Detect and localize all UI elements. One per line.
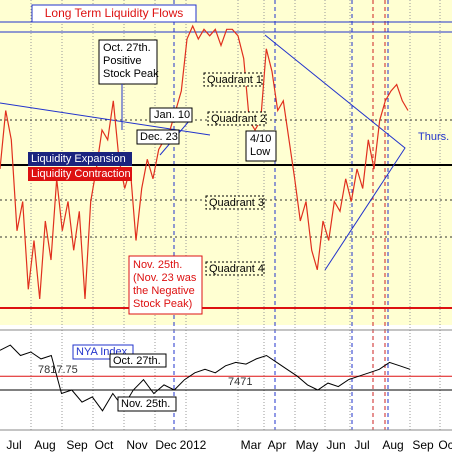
annotation: Liquidity Expansion — [31, 153, 126, 165]
annotation: Jan. 10 — [154, 109, 190, 121]
x-tick-label: Dec — [155, 438, 176, 452]
annotation: Liquidity Contraction — [31, 168, 131, 180]
annotation: Nov. 25th. — [121, 398, 170, 410]
annotation: Stock Peak) — [133, 298, 192, 310]
annotation: Positive — [103, 55, 142, 67]
x-tick-label: Jul — [354, 438, 369, 452]
chart-title: Long Term Liquidity Flows — [45, 6, 184, 20]
index-panel — [0, 330, 452, 430]
annotation-box — [128, 255, 203, 315]
annotation-box — [109, 353, 167, 368]
x-tick-label: Jun — [326, 438, 345, 452]
series-line — [0, 344, 411, 412]
annotation: Quadrant 1 — [207, 74, 262, 86]
annotation: 7471 — [228, 376, 252, 388]
annotation: Thurs. — [418, 131, 449, 143]
annotation-box — [207, 111, 267, 126]
annotation-box — [117, 396, 177, 412]
x-tick-label: Sep — [412, 438, 434, 452]
x-tick-label: Nov — [126, 438, 147, 452]
annotation: Dec. 23 — [140, 131, 178, 143]
annotation: Quadrant 3 — [209, 197, 264, 209]
annotation: Stock Peak — [103, 68, 159, 80]
x-tick-label: Apr — [268, 438, 287, 452]
annotation-box — [205, 195, 265, 210]
annotation: Quadrant 4 — [209, 263, 264, 275]
annotation-box — [136, 129, 180, 145]
annotation-box — [149, 107, 193, 123]
annotation: Oct. 27th. — [103, 42, 151, 54]
series-line — [0, 24, 409, 300]
x-tick-label: Aug — [382, 438, 403, 452]
annotation: Quadrant 2 — [211, 113, 266, 125]
x-tick-label: Jul — [6, 438, 21, 452]
annotation-box — [203, 72, 263, 87]
x-tick-label: Aug — [34, 438, 55, 452]
x-tick-label: 2012 — [180, 438, 207, 452]
x-tick-label: Oc — [438, 438, 452, 452]
annotation-box — [205, 261, 265, 276]
annotation: Low — [250, 146, 270, 158]
x-tick-label: May — [296, 438, 319, 452]
annotation: 7817.75 — [38, 364, 78, 376]
event-lines — [173, 0, 389, 430]
annotation: the Negative — [133, 285, 195, 297]
x-tick-label: Oct — [95, 438, 114, 452]
annotation: Oct. 27th. — [113, 355, 161, 367]
x-tick-label: Mar — [241, 438, 262, 452]
title-box — [31, 4, 197, 23]
x-tick-label: Sep — [66, 438, 88, 452]
annotation-box — [98, 39, 158, 85]
annotation-box — [28, 152, 132, 166]
annotation-box — [28, 167, 132, 181]
annotation: 4/10 — [250, 133, 271, 145]
annotation: (Nov. 23 was — [133, 272, 197, 284]
annotation: Nov. 25th. — [133, 259, 182, 271]
event-lines-red — [372, 0, 386, 430]
annotation-box — [245, 130, 277, 162]
